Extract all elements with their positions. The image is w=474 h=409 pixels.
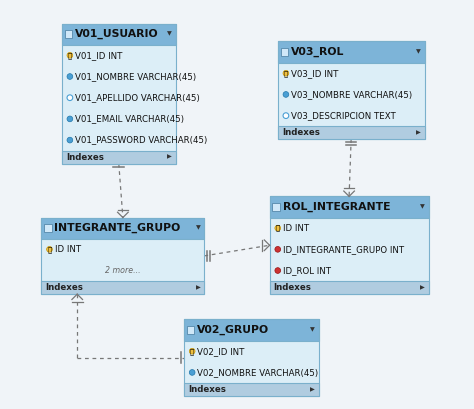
Text: V03_ROL: V03_ROL [291,47,344,57]
Text: 2 more...: 2 more... [105,266,141,275]
Text: Indexes: Indexes [66,153,104,162]
Text: V03_NOMBRE VARCHAR(45): V03_NOMBRE VARCHAR(45) [291,90,412,99]
Circle shape [67,137,73,143]
Circle shape [67,95,73,101]
Bar [41,218,204,294]
Text: INTEGRANTE_GRUPO: INTEGRANTE_GRUPO [55,223,181,233]
Circle shape [189,348,195,354]
Text: ▼: ▼ [310,328,314,333]
Text: Indexes: Indexes [282,128,319,137]
Bar [62,24,176,45]
Circle shape [283,70,289,76]
Bar [62,151,176,164]
Text: ID_INTEGRANTE_GRUPO INT: ID_INTEGRANTE_GRUPO INT [283,245,404,254]
Bar [270,196,428,294]
Text: ▶: ▶ [310,387,314,392]
Bar [270,281,428,294]
Bar [184,319,319,341]
Text: 🔑: 🔑 [190,348,194,355]
Circle shape [275,247,281,252]
Text: V01_APELLIDO VARCHAR(45): V01_APELLIDO VARCHAR(45) [75,93,200,102]
Text: ID_ROL INT: ID_ROL INT [283,266,331,275]
Circle shape [283,113,289,119]
Bar [273,203,280,211]
Text: Indexes: Indexes [273,283,311,292]
Text: V01_USUARIO: V01_USUARIO [75,29,158,39]
Text: 🔑: 🔑 [284,70,288,76]
Text: 🔑: 🔑 [47,246,52,253]
Text: 🔑: 🔑 [276,225,280,231]
Bar [278,41,425,63]
Bar [184,383,319,396]
Circle shape [67,52,73,58]
Bar [44,225,52,232]
Text: ROL_INTEGRANTE: ROL_INTEGRANTE [283,202,390,212]
Text: ▶: ▶ [167,155,172,160]
Text: ▶: ▶ [420,285,425,290]
Text: ID INT: ID INT [55,245,81,254]
Text: V03_ID INT: V03_ID INT [291,69,338,78]
Text: V01_NOMBRE VARCHAR(45): V01_NOMBRE VARCHAR(45) [75,72,196,81]
Text: ▶: ▶ [196,285,201,290]
Text: ▼: ▼ [420,204,425,209]
Circle shape [283,92,289,97]
Text: Indexes: Indexes [188,385,226,394]
Bar [281,48,288,56]
Text: V03_DESCRIPCION TEXT: V03_DESCRIPCION TEXT [291,111,396,120]
Bar [41,218,204,239]
Bar [41,281,204,294]
Bar [62,24,176,164]
Text: V02_ID INT: V02_ID INT [198,347,245,356]
Text: V01_ID INT: V01_ID INT [75,51,123,60]
Bar [278,41,425,139]
Text: V01_EMAIL VARCHAR(45): V01_EMAIL VARCHAR(45) [75,115,184,124]
Text: ▼: ▼ [196,226,201,231]
Bar [187,326,194,334]
Text: ▼: ▼ [167,31,172,37]
Text: V01_PASSWORD VARCHAR(45): V01_PASSWORD VARCHAR(45) [75,136,208,145]
Bar [278,126,425,139]
Text: ID INT: ID INT [283,224,309,233]
Text: V02_GRUPO: V02_GRUPO [197,325,269,335]
Circle shape [46,247,52,252]
Bar [184,319,319,396]
Text: V02_NOMBRE VARCHAR(45): V02_NOMBRE VARCHAR(45) [198,368,319,377]
Bar [64,30,72,38]
Text: ▼: ▼ [416,49,420,54]
Bar [270,196,428,218]
Circle shape [67,74,73,79]
Text: 🔑: 🔑 [68,52,72,58]
Text: ▶: ▶ [416,130,420,135]
Circle shape [275,267,281,273]
Circle shape [275,225,281,231]
Circle shape [189,370,195,375]
Circle shape [67,116,73,122]
Text: Indexes: Indexes [46,283,83,292]
